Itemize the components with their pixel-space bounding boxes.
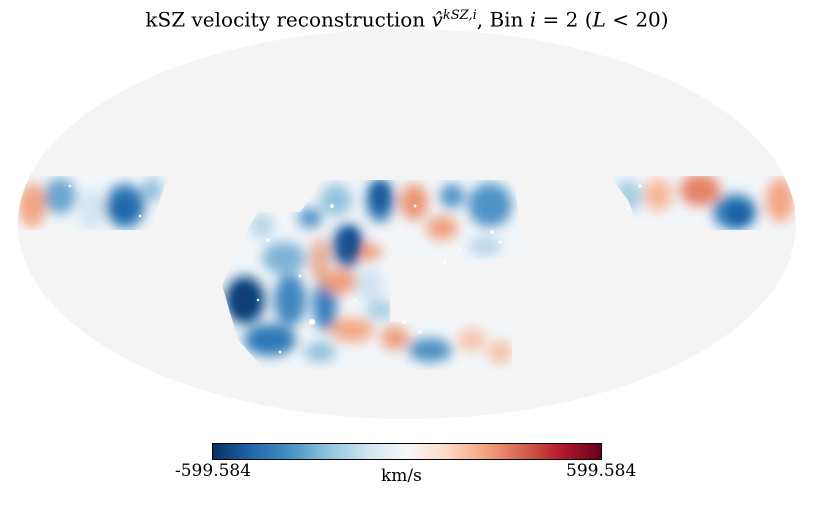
title-bin-text: , Bin	[476, 7, 530, 32]
title-text: kSZ velocity reconstruction	[145, 7, 432, 32]
title-superscript: kSZ,i	[442, 8, 477, 23]
title-symbol: v̂	[431, 7, 443, 32]
colorbar-max-label: 599.584	[566, 461, 637, 481]
title-bin-var: i	[529, 7, 537, 32]
colorbar-unit-label: km/s	[381, 466, 422, 486]
title-bin-eq: = 2 (	[536, 7, 593, 32]
masked-point-sources	[68, 184, 642, 354]
map-title: kSZ velocity reconstruction v̂kSZ,i, Bin…	[0, 3, 814, 33]
colorbar-min-label: -599.584	[175, 461, 252, 481]
colorbar	[212, 443, 602, 460]
title-limit-var: L	[592, 7, 606, 32]
title-limit-text: < 20)	[605, 7, 669, 32]
